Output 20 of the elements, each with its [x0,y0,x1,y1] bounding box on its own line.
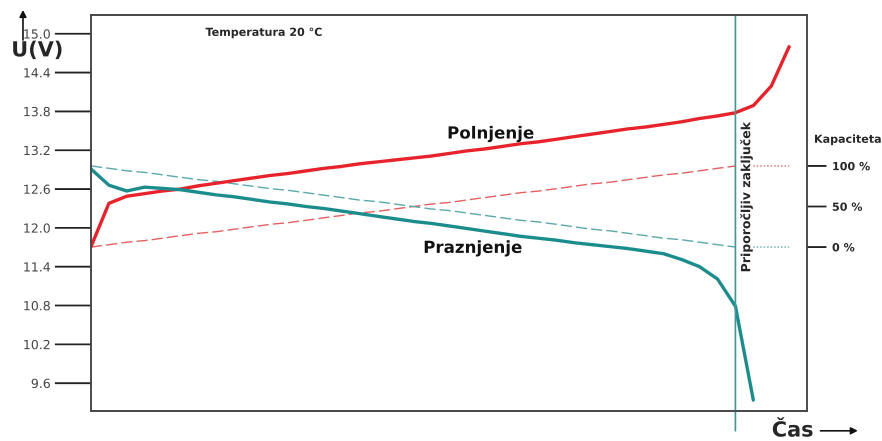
y-tick-label: 14.4 [24,68,50,78]
series-label: Praznjenje [424,240,522,256]
series-label: Polnjenje [448,126,534,142]
y2-tick-label: 0 % [832,243,854,252]
y-tick-label: 15.0 [24,29,50,39]
y-tick-label: 13.8 [24,106,50,116]
y-tick-label: 11.4 [24,262,50,272]
y-tick-label: 10.2 [24,340,50,350]
y-tick-label: 9.6 [32,378,50,388]
y2-tick-label: 50 % [832,202,862,211]
y-tick-label: 12.0 [24,223,50,233]
x-axis-title: Čas [772,417,813,437]
y-axis-title: U(V) [13,40,62,60]
y-tick-label: 10.8 [24,301,50,310]
text: Priporočljiv zaključek [740,122,753,272]
y-tick-label: 12.6 [24,184,50,194]
annotation: Temperatura 20 °C [206,28,322,38]
y2-axis-title: Kapaciteta [815,134,881,146]
y-tick-label: 13.2 [24,146,50,156]
y2-tick-label: 100 % [833,162,870,170]
